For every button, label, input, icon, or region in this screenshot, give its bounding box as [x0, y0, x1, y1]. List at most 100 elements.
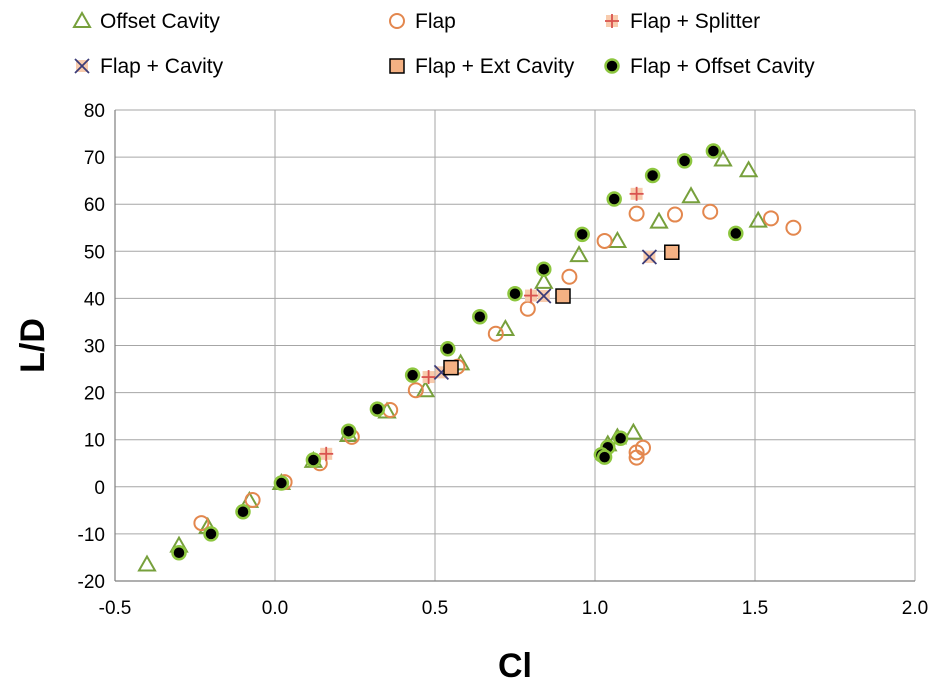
legend: Offset Cavity Flap Flap + Splitter Flap + C… [72, 10, 815, 78]
data-point [596, 232, 613, 249]
data-point [443, 359, 459, 376]
x-tick-label: 1.0 [582, 598, 608, 619]
data-point [785, 219, 802, 236]
data-point [273, 475, 290, 491]
data-point [440, 341, 456, 357]
legend-marker [604, 58, 620, 74]
y-tick-label: 70 [84, 148, 105, 169]
y-tick-label: 60 [84, 195, 105, 216]
data-point [407, 382, 424, 399]
data-point [203, 526, 219, 542]
x-tick-label: 2.0 [902, 598, 928, 619]
data-point [519, 300, 536, 317]
x-tick-label: 1.5 [742, 598, 768, 619]
legend-label: Flap [415, 10, 456, 33]
data-point [667, 206, 683, 223]
data-point [664, 244, 680, 260]
y-tick-label: 20 [84, 384, 105, 405]
data-point [235, 504, 251, 520]
data-point [574, 226, 590, 243]
data-point [629, 186, 644, 201]
legend-item: Flap + Offset Cavity [604, 55, 815, 78]
data-point [569, 245, 589, 263]
data-point [713, 149, 733, 167]
legend-marker [389, 58, 405, 74]
series-2 [319, 186, 644, 461]
data-point [340, 423, 357, 439]
axes [114, 110, 915, 582]
y-tick-label: 10 [84, 431, 105, 452]
data-point [415, 380, 436, 398]
x-tick-label: 0.0 [262, 598, 288, 619]
data-point [137, 554, 157, 572]
y-tick-label: -10 [78, 525, 105, 546]
legend-marker [72, 10, 92, 28]
data-point [607, 230, 628, 248]
legend-marker [389, 13, 405, 29]
legend-item: Flap + Ext Cavity [389, 55, 575, 78]
x-tick-label: -0.5 [99, 598, 132, 619]
data-point [628, 449, 645, 466]
legend-marker [605, 14, 619, 28]
data-point [728, 225, 744, 242]
data-point [676, 153, 693, 169]
data-point [472, 309, 488, 325]
data-point [596, 449, 613, 465]
data-point [404, 367, 421, 383]
y-tick-label: 50 [84, 242, 105, 263]
data-point [319, 446, 334, 461]
data-point [748, 210, 768, 228]
data-point [244, 491, 261, 508]
series-4 [443, 244, 680, 376]
data-point [612, 430, 629, 447]
data-point [628, 205, 645, 222]
data-point [623, 422, 644, 440]
legend-label: Flap + Cavity [100, 55, 224, 78]
data-point [305, 452, 322, 468]
data-point [702, 203, 719, 220]
data-point [369, 401, 386, 417]
legend-label: Flap + Ext Cavity [415, 55, 575, 78]
data-point [421, 370, 436, 385]
data-point [705, 143, 722, 159]
data-point [193, 515, 210, 532]
y-tick-label: 40 [84, 289, 105, 310]
legend-item: Flap + Cavity [74, 55, 224, 78]
data-point [649, 211, 669, 229]
data-point [606, 191, 622, 207]
data-point [681, 186, 701, 204]
data-point [641, 249, 658, 265]
data-point [763, 210, 779, 227]
grid [114, 109, 916, 582]
y-axis-title: L/D [14, 318, 52, 373]
data-point [536, 288, 552, 304]
data-points [137, 143, 802, 572]
data-point [738, 160, 759, 178]
data-point [561, 268, 578, 285]
data-point [507, 285, 523, 302]
y-tick-labels: -20 -10 0 10 20 30 40 50 60 70 80 [78, 101, 105, 593]
legend-marker [74, 58, 90, 74]
data-point [171, 544, 187, 561]
y-tick-label: 30 [84, 337, 105, 358]
data-point [487, 325, 504, 342]
legend-label: Flap + Splitter [630, 10, 760, 33]
legend-item: Offset Cavity [72, 10, 220, 33]
legend-item: Flap + Splitter [605, 10, 760, 33]
data-point [534, 271, 554, 289]
data-point [524, 288, 538, 303]
legend-item: Flap [389, 10, 456, 33]
y-tick-label: 0 [94, 478, 105, 499]
x-tick-labels: -0.5 0.0 0.5 1.0 1.5 2.0 [99, 598, 929, 619]
y-tick-label: 80 [84, 101, 105, 122]
x-axis-title: Cl [498, 647, 532, 681]
data-point [555, 288, 571, 304]
y-tick-label: -20 [78, 572, 105, 593]
data-point [644, 167, 661, 184]
x-tick-label: 0.5 [422, 598, 448, 619]
data-point [536, 261, 552, 277]
series-5 [171, 143, 744, 561]
legend-label: Offset Cavity [100, 10, 220, 33]
legend-label: Flap + Offset Cavity [630, 55, 815, 78]
